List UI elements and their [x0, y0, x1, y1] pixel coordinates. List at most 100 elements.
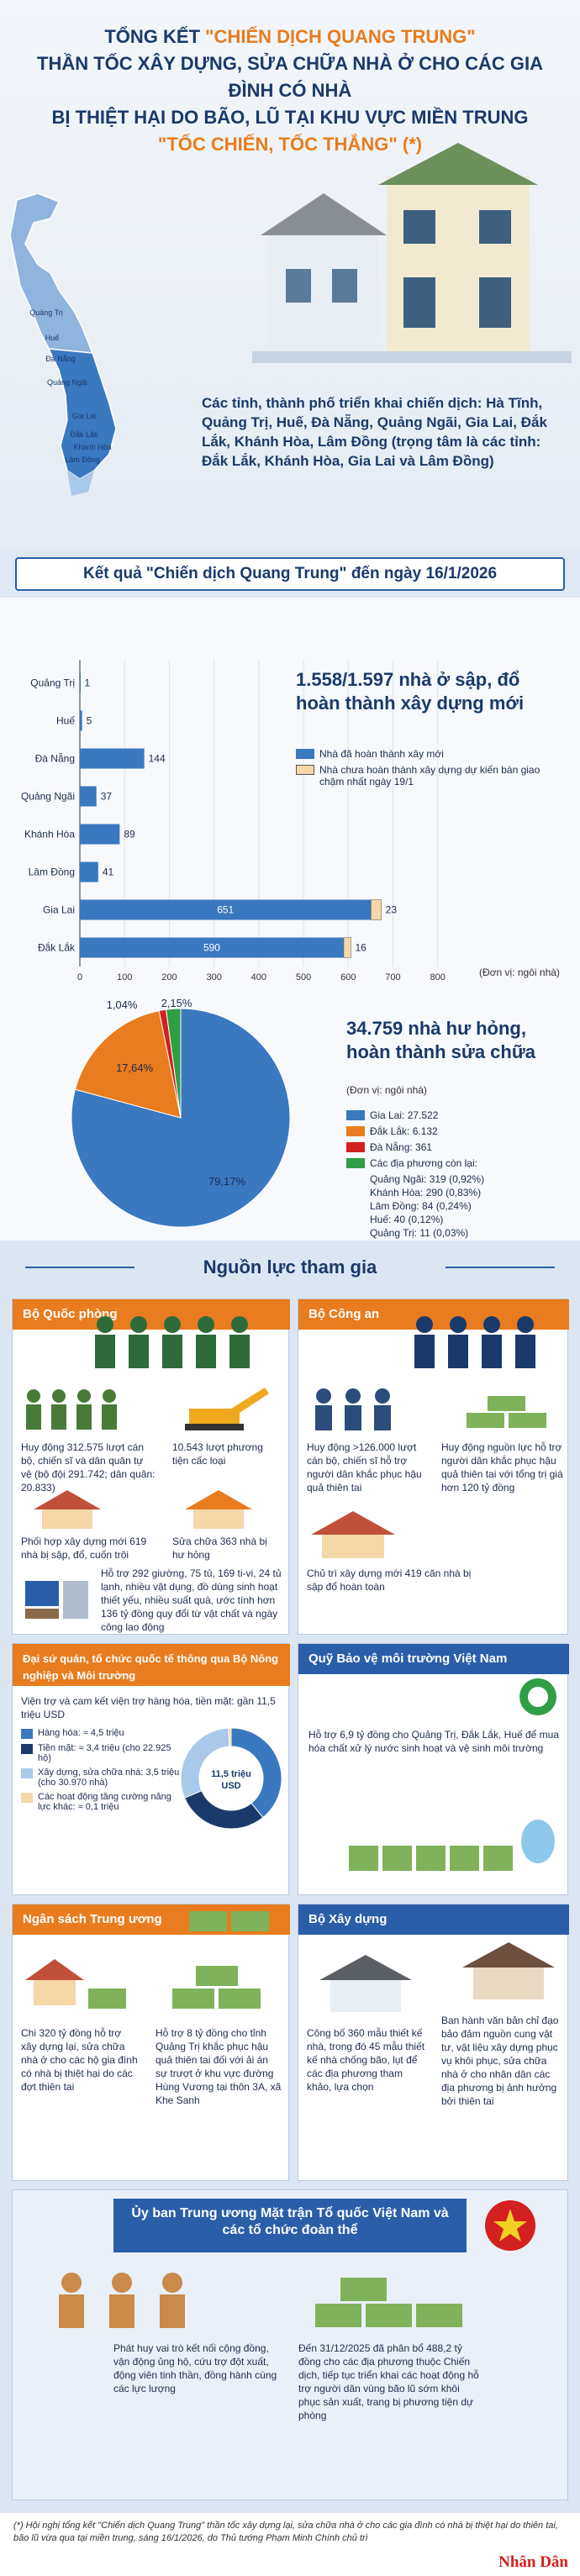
pie-legend-item: Đắk Lắk: 6.132	[346, 1125, 573, 1137]
x-tick-label: 400	[251, 972, 266, 982]
legend-item-pending: Nhà chưa hoàn thành xây dựng dự kiến bàn…	[296, 764, 565, 788]
usd-legend-item: Các hoạt động tăng cường năng lực khác: …	[21, 1792, 181, 1812]
page-title: TỔNG KẾT "CHIẾN DỊCH QUANG TRUNG" THẦN T…	[25, 24, 555, 158]
usd-legend-item: Tiền mặt: ≈ 3,4 triệu (cho 22.925 hộ)	[21, 1743, 181, 1763]
bar-value-label: 41	[103, 867, 114, 878]
env-fund-text: Hỗ trợ 6,9 tỷ đồng cho Quảng Trị, Đắk Lắ…	[308, 1729, 560, 1754]
pie-unit: (Đơn vị: ngôi nhà)	[346, 1084, 427, 1096]
pie-legend-item: Các địa phương còn lại:	[346, 1157, 573, 1169]
budget-housing-text: Chi 320 tỷ đồng hỗ trợ xây dựng lại, sửa…	[21, 2027, 138, 2093]
house-design-icon	[319, 1955, 412, 2012]
usd-legend-swatch	[21, 1744, 33, 1754]
pie-slice	[74, 1009, 182, 1119]
defense-personnel-text: Huy động 312.575 lượt cán bộ, chiến sĩ v…	[21, 1441, 156, 1493]
pie-percent-label: 2,15%	[161, 997, 192, 1009]
usd-legend-label: Xây dựng, sửa chữa nhà: 3,5 triệu (cho 3…	[38, 1767, 180, 1788]
donut-slice	[183, 1790, 264, 1830]
legend-swatch-built	[296, 749, 314, 759]
env-fund-logo-icon	[519, 1678, 556, 1715]
donut-slice	[228, 1727, 232, 1747]
x-tick-label: 800	[430, 972, 446, 982]
usd-legend-label: Tiền mặt: ≈ 3,4 triệu (cho 22.925 hộ)	[38, 1743, 171, 1763]
pie-legend-swatch	[346, 1158, 365, 1168]
bar-value-label: 5	[87, 715, 92, 727]
defense-supplies-text: Hỗ trợ 292 giường, 75 tủ, 169 ti-vi, 24 …	[101, 1567, 282, 1633]
category-label: Gia Lai	[43, 904, 75, 916]
x-tick-label: 700	[385, 972, 400, 982]
bar-value-label: 1	[85, 677, 91, 689]
bar-built	[80, 748, 145, 769]
pie-other-item: Quảng Ngãi: 319 (0,92%)	[370, 1173, 485, 1185]
money-bundle-icon	[172, 1966, 261, 2009]
map-label-1: Huế	[45, 334, 60, 342]
usd-legend-swatch	[21, 1793, 33, 1803]
bar-pending	[371, 899, 382, 920]
box-fatherland-front: Ủy ban Trung ương Mặt trận Tổ quốc Việt …	[12, 2189, 568, 2500]
houses-illustration	[252, 143, 572, 363]
pie-legend-item: Gia Lai: 27.522	[346, 1109, 573, 1121]
bar-built	[80, 824, 120, 845]
box-police-ministry: Bộ Công an Huy động >126.000 lượt cán bộ…	[298, 1299, 569, 1635]
budget-quangtri-text: Hỗ trợ 8 tỷ đồng cho tỉnh Quảng Trị khắc…	[156, 2027, 282, 2106]
box-embassies: Đại sứ quán, tổ chức quốc tế thông qua B…	[12, 1643, 290, 1895]
category-label: Lâm Đồng	[29, 867, 75, 878]
legend-swatch-pending	[296, 765, 314, 775]
box-central-budget: Ngân sách Trung ương Chi 320 tỷ đồng hỗ …	[12, 1904, 290, 2181]
house-built-icon	[311, 1511, 395, 1558]
pie-legend-label: Đắk Lắk: 6.132	[370, 1125, 438, 1137]
pie-percent-label: 79,17%	[208, 1175, 246, 1188]
provinces-text: Các tỉnh, thành phố triển khai chiến dịc…	[202, 395, 547, 469]
pie-legend-swatch	[346, 1110, 365, 1120]
category-label: Khánh Hòa	[24, 829, 75, 840]
pie-slice	[166, 1008, 182, 1119]
map-label-0: Quảng Trị	[29, 308, 63, 317]
money-stack-icon	[467, 1396, 546, 1428]
resources-title: Nguồn lực tham gia	[25, 1249, 555, 1286]
aid-money-icon	[315, 2278, 462, 2327]
construction-supply-text: Ban hành văn bản chỉ đạo bảo đảm nguồn c…	[441, 2015, 559, 2107]
excavator-icon	[185, 1388, 269, 1430]
box-env-fund: Quỹ Bảo vệ môi trường Việt Nam Hỗ trợ 6,…	[298, 1643, 569, 1895]
bar-pending	[343, 937, 351, 958]
title-line-2: THẦN TỐC XÂY DỰNG, SỬA CHỮA NHÀ Ở CHO CÁ…	[37, 53, 543, 101]
pie-headline: 34.759 nhà hư hỏng, hoàn thành sửa chữa	[346, 1018, 536, 1062]
title-line-3: BỊ THIỆT HẠI DO BÃO, LŨ TẠI KHU VỰC MIỀN…	[51, 107, 529, 128]
bar-value-label: 144	[149, 753, 166, 765]
house-money-icon	[25, 1959, 126, 2009]
police-personnel-text: Huy động >126.000 lượt cán bộ, chiến sĩ …	[307, 1441, 422, 1493]
bar-legend: Nhà đã hoàn thành xây mới Nhà chưa hoàn …	[296, 748, 565, 792]
bar-built	[80, 672, 81, 693]
category-label: Quảng Trị	[30, 677, 75, 689]
category-label: Huế	[56, 715, 75, 727]
map-label-5: Đắk Lắk	[70, 430, 98, 439]
house-repair-icon	[185, 1490, 252, 1529]
house-rebuild-icon	[34, 1490, 101, 1529]
bar-headline: 1.558/1.597 nhà ở sập, đổ hoàn thành xây…	[296, 669, 525, 714]
defense-vehicles-text: 10.543 lượt phương tiện cấc loại	[172, 1441, 263, 1467]
map-label-7: Lâm Đồng	[65, 456, 100, 464]
pie-percent-label: 17,64%	[116, 1061, 154, 1074]
bar-built	[80, 710, 82, 731]
pie-legend-label: Đà Nẵng: 361	[370, 1141, 433, 1153]
embassies-total-text: Viện trợ và cam kết viện trợ hàng hóa, t…	[21, 1695, 276, 1720]
result-section-bar: Kết quả "Chiến dịch Quang Trung" đến ngà…	[0, 550, 580, 598]
legend-item-built: Nhà đã hoàn thành xây mới	[296, 748, 565, 760]
nhan-dan-logo: Nhân Dân	[498, 2553, 568, 2571]
usd-donut-chart: 11,5 triệu USD	[180, 1727, 282, 1830]
box-construction-ministry: Bộ Xây dựng Công bố 360 mẫu thiết kế nhà…	[298, 1904, 569, 2181]
pie-other-item: Lâm Đồng: 84 (0,24%)	[370, 1200, 472, 1212]
front-emblem-icon	[485, 2200, 535, 2251]
usd-legend-swatch	[21, 1729, 33, 1739]
pie-legend-swatch	[346, 1142, 365, 1152]
construction-designs-text: Công bố 360 mẫu thiết kế nhà, trong đó 4…	[307, 2027, 425, 2093]
pie-other-item: Quảng Trị: 11 (0,03%)	[370, 1227, 469, 1239]
x-tick-label: 200	[161, 972, 177, 982]
front-role-text: Phát huy vai trò kết nối cộng đồng, vận …	[113, 2342, 277, 2394]
defense-newbuild-text: Phối hợp xây dựng mới 619 nhà bị sập, đổ…	[21, 1536, 147, 1561]
x-tick-label: 300	[206, 972, 221, 982]
box-construction-title: Bộ Xây dựng	[298, 1904, 569, 1935]
bar-value-label: 590	[203, 942, 220, 954]
footnote: (*) Hội nghị tổng kết "Chiến dịch Quang …	[13, 2521, 558, 2543]
category-label: Đắk Lắk	[38, 941, 76, 954]
